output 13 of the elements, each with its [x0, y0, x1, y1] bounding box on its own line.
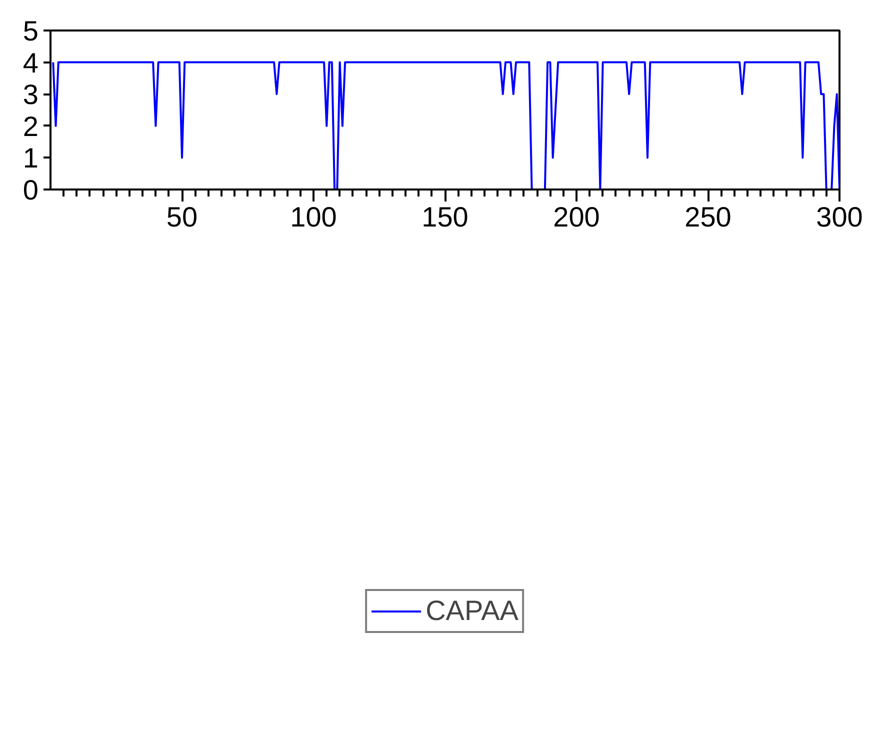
- x-tick-label: 250: [684, 202, 732, 232]
- legend-label: CAPAA: [426, 595, 518, 627]
- y-tick-label: 0: [22, 174, 39, 206]
- y-tick-label: 2: [22, 110, 39, 142]
- y-tick-label: 1: [22, 142, 39, 174]
- x-tick-label: 300: [816, 202, 863, 232]
- y-tick-label: 4: [22, 47, 39, 78]
- x-tick-label: 200: [553, 202, 600, 232]
- x-tick-label: 100: [290, 202, 337, 232]
- x-tick-label: 50: [166, 202, 198, 232]
- y-tick-label: 3: [22, 79, 39, 110]
- x-tick-label: 150: [422, 202, 468, 232]
- y-tick-label: 5: [22, 16, 39, 46]
